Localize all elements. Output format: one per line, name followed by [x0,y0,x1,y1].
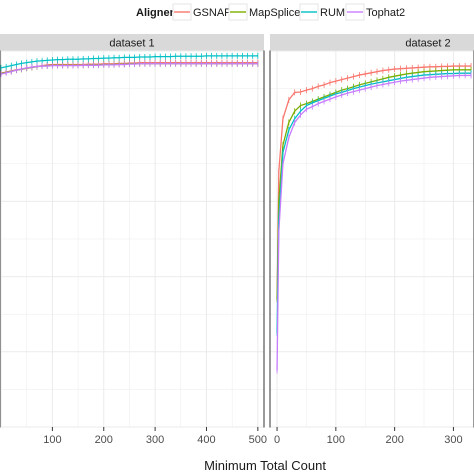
legend-entry-mapsplice: MapSplice [228,3,300,21]
legend-entry-gsnap: GSNAP [172,3,232,21]
legend-label-mapsplice: MapSplice [249,7,300,19]
legend-entry-rum: RUM [299,3,345,21]
x-tick-label-dataset-1-3: 400 [197,434,215,446]
x-tick-label-dataset-1-1: 200 [95,434,113,446]
legend-label-tophat2: Tophat2 [366,7,405,19]
x-tick-label-dataset-1-2: 300 [146,434,164,446]
x-tick-label-dataset-2-0: 0 [274,434,280,446]
grid-dataset-2 [270,50,474,428]
legend: Aligner GSNAP MapSplice RUM Tophat2 [136,3,405,21]
series-dataset-1 [0,52,259,78]
x-axis-dataset-2: 0 100 200 300 [274,427,463,446]
panel-dataset-2: dataset 2 0 100 200 300 [269,34,474,446]
x-tick-label-dataset-2-1: 100 [327,434,345,446]
strip-title-dataset-1: dataset 1 [109,38,154,50]
x-tick-label-dataset-2-3: 300 [444,434,462,446]
legend-title: Aligner [136,7,175,19]
strip-background-dataset-1 [0,34,264,51]
x-tick-label-dataset-1-4: 500 [249,434,267,446]
x-axis-title: Minimum Total Count [204,458,326,473]
panel-dataset-1: dataset 1 100 200 300 400 500 [0,34,267,446]
x-tick-label-dataset-1-0: 100 [43,434,61,446]
strip-title-dataset-2: dataset 2 [405,38,450,50]
legend-entry-tophat2: Tophat2 [345,3,405,21]
series-dataset-2 [276,63,472,374]
strip-background-dataset-2 [270,34,474,51]
x-tick-label-dataset-2-2: 200 [385,434,403,446]
x-axis-dataset-1: 100 200 300 400 500 [43,427,267,446]
legend-label-gsnap: GSNAP [193,7,232,19]
legend-label-rum: RUM [320,7,345,19]
grid-dataset-1 [0,50,264,428]
